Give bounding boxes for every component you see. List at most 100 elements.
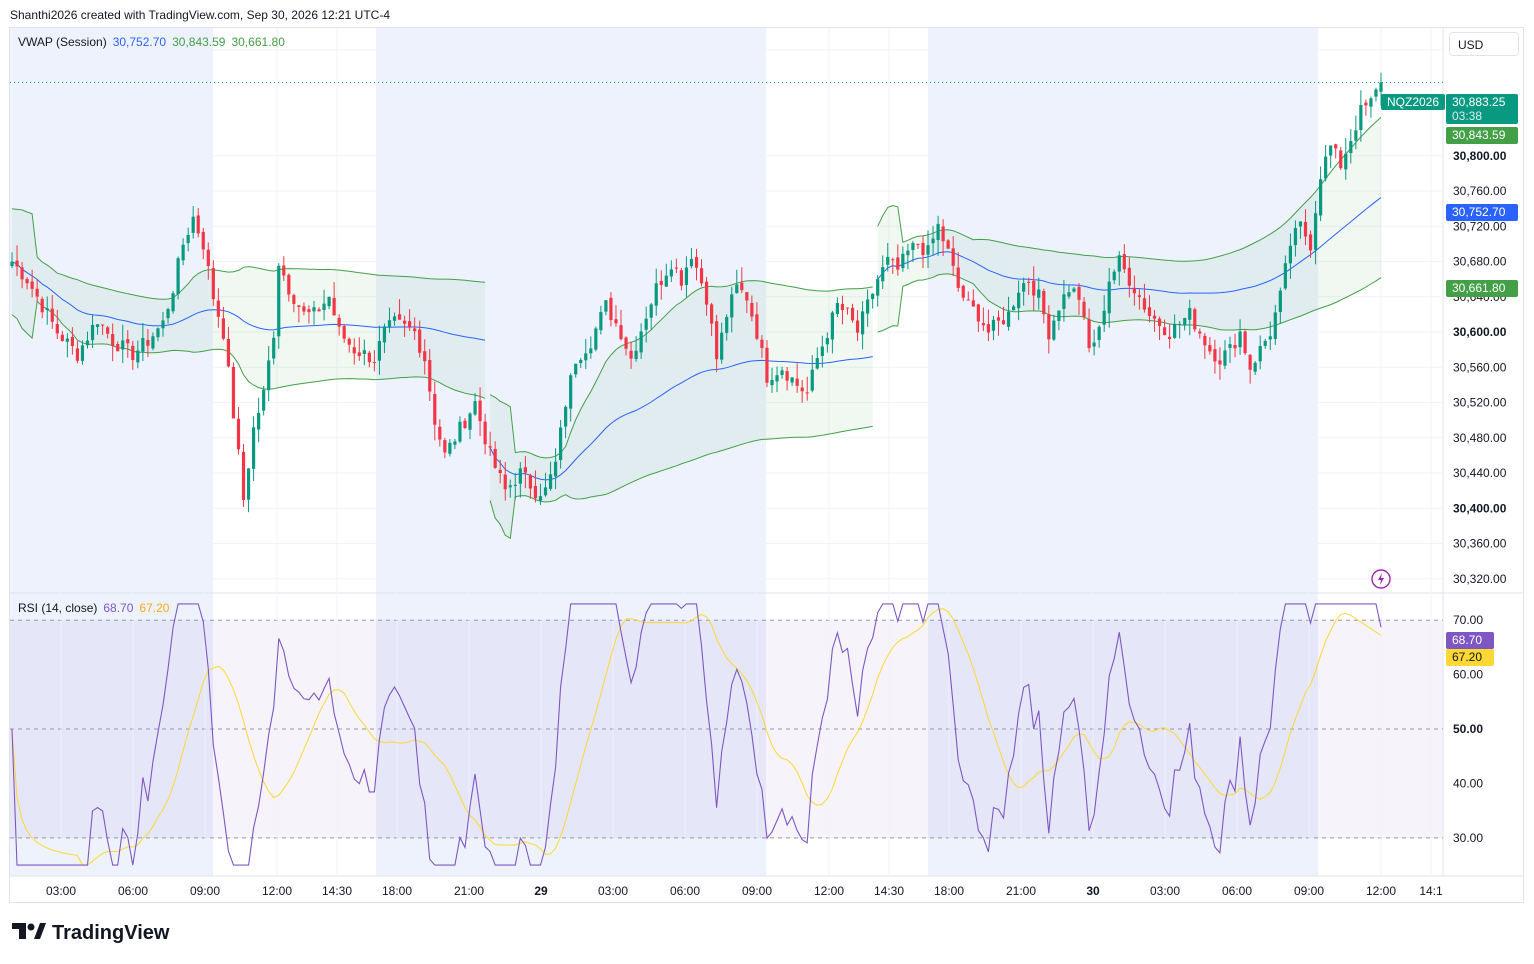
candle — [1223, 350, 1227, 366]
candle — [1268, 336, 1272, 340]
currency-button[interactable]: USD — [1449, 32, 1519, 56]
candle — [100, 324, 105, 326]
candle — [478, 400, 482, 422]
candle — [392, 316, 397, 321]
rsi-line — [11, 603, 1382, 866]
candle — [272, 337, 276, 359]
candle — [689, 258, 694, 267]
candle — [136, 350, 140, 363]
lower-band-tag: 30,661.80 — [1446, 280, 1518, 297]
candle — [473, 401, 477, 415]
x-tick-label: 03:00 — [598, 884, 628, 898]
candle — [448, 442, 452, 454]
candle — [921, 242, 925, 256]
vwap-legend-name: VWAP (Session) — [18, 35, 107, 49]
candle — [191, 216, 195, 233]
candle — [332, 297, 336, 316]
candle — [50, 308, 54, 322]
candle — [111, 334, 115, 346]
tradingview-logo[interactable]: TradingView — [12, 922, 169, 945]
rsi-tick-label: 70.00 — [1453, 613, 1483, 627]
candle — [564, 406, 568, 427]
candle — [418, 329, 422, 353]
candle — [1092, 342, 1096, 347]
candle — [1283, 263, 1287, 289]
x-tick-label: 06:00 — [118, 884, 148, 898]
x-tick-label: 18:00 — [934, 884, 964, 898]
bar-countdown: 03:38 — [1452, 109, 1483, 123]
candle — [377, 341, 382, 361]
candle — [292, 295, 296, 304]
candle — [1022, 283, 1026, 292]
candle — [644, 318, 648, 330]
candle — [1087, 319, 1091, 349]
price-tick-label: 30,800.00 — [1453, 149, 1507, 163]
candle — [981, 323, 985, 326]
candle — [267, 360, 271, 391]
candle — [523, 467, 527, 473]
candle — [493, 448, 497, 468]
candle — [850, 307, 855, 321]
candle — [106, 327, 110, 334]
candle — [453, 441, 457, 445]
x-tick-label: 06:00 — [1222, 884, 1252, 898]
x-tick-label: 12:00 — [1366, 884, 1396, 898]
candle — [674, 267, 678, 269]
candle — [246, 468, 251, 500]
x-tick-label: 06:00 — [670, 884, 700, 898]
candle — [876, 279, 880, 296]
candle — [176, 258, 180, 295]
candle — [579, 359, 583, 364]
price-tick-label: 30,560.00 — [1453, 360, 1507, 374]
candle — [760, 339, 764, 349]
candle — [1157, 318, 1162, 326]
candle — [599, 312, 603, 331]
x-tick-label: 09:00 — [1294, 884, 1324, 898]
vwap-legend: VWAP (Session) 30,752.70 30,843.59 30,661.8… — [18, 35, 291, 49]
candle — [639, 331, 643, 353]
candle — [986, 324, 991, 333]
price-tick-label: 30,400.00 — [1453, 501, 1507, 515]
candle — [387, 320, 392, 328]
candle — [629, 350, 633, 359]
candle — [553, 461, 558, 477]
candle — [1097, 326, 1101, 341]
rsi-tick-label: 60.00 — [1453, 668, 1483, 682]
candle — [423, 351, 427, 362]
alert-icon — [1371, 569, 1391, 589]
candle — [15, 260, 19, 267]
candle — [508, 485, 512, 488]
x-tick-label: 21:00 — [454, 884, 484, 898]
candle — [1248, 354, 1252, 370]
candle — [654, 283, 658, 306]
vwap-lower-value: 30,661.80 — [231, 35, 285, 49]
candle — [40, 298, 44, 313]
candle — [886, 256, 890, 265]
session-shade-1 — [376, 28, 766, 876]
candle — [1198, 331, 1202, 334]
price-tick-label: 30,720.00 — [1453, 219, 1507, 233]
vwap-lower-band — [489, 425, 873, 540]
candle — [342, 326, 346, 339]
candle — [10, 261, 14, 267]
candle — [1132, 287, 1136, 294]
candle — [211, 268, 215, 300]
candle — [438, 426, 442, 440]
candle — [1258, 345, 1262, 362]
last-price: 30,883.25 — [1452, 95, 1506, 109]
candle — [1168, 336, 1172, 340]
candle — [785, 371, 789, 381]
upper-band-tag: 30,843.59 — [1446, 127, 1518, 144]
candle — [855, 320, 860, 333]
candle — [1253, 362, 1257, 372]
candle — [810, 369, 814, 391]
candle — [1037, 289, 1041, 298]
x-tick-label: 03:00 — [1150, 884, 1180, 898]
candle — [498, 469, 502, 474]
candle — [1077, 286, 1081, 300]
candle — [1364, 102, 1368, 106]
candle — [1243, 331, 1247, 354]
candle — [805, 392, 809, 394]
candle — [1001, 320, 1006, 325]
